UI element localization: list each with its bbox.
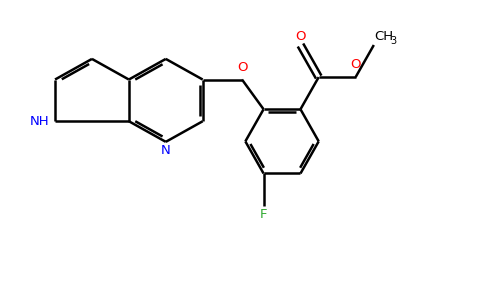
Text: CH: CH	[374, 30, 393, 43]
Text: O: O	[350, 58, 361, 71]
Text: NH: NH	[30, 115, 49, 128]
Text: O: O	[295, 30, 306, 43]
Text: O: O	[237, 61, 247, 74]
Text: F: F	[260, 208, 267, 221]
Text: N: N	[161, 144, 171, 157]
Text: 3: 3	[391, 36, 397, 46]
